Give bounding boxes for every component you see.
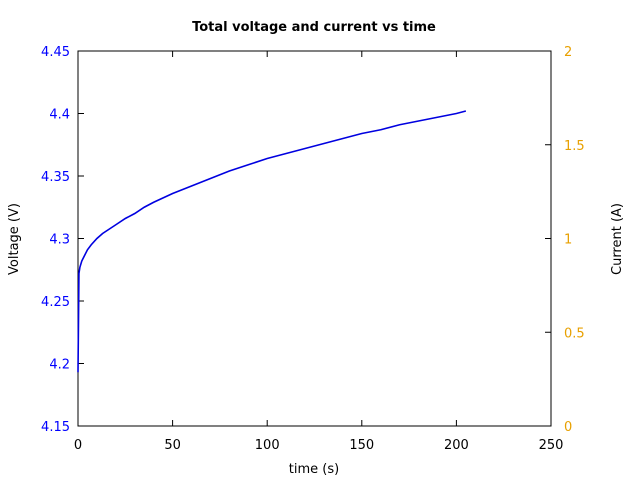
y-tick-label: 4.45 (41, 45, 70, 60)
left-axis-ticks: 4.15 4.2 4.25 4.3 4.35 4.4 4.45 (41, 45, 84, 435)
y2-tick-label: 0 (564, 420, 572, 435)
y-tick-label: 4.4 (49, 108, 70, 123)
chart-title: Total voltage and current vs time (192, 20, 436, 35)
x-axis-label: time (s) (289, 462, 339, 477)
y2-tick-label: 0.5 (564, 326, 585, 341)
y-axis-label: Voltage (V) (7, 203, 22, 275)
y-tick-label: 4.25 (41, 295, 70, 310)
y-tick-label: 4.35 (41, 170, 70, 185)
x-axis-ticks: 0 50 100 150 200 250 (74, 51, 564, 453)
y2-tick-label: 1 (564, 233, 572, 248)
x-tick-label: 0 (74, 438, 82, 453)
voltage-series-line (77, 110, 467, 373)
x-tick-label: 200 (444, 438, 469, 453)
y-tick-label: 4.2 (49, 358, 70, 373)
y2-tick-label: 1.5 (564, 139, 585, 154)
right-axis-ticks: 0 0.5 1 1.5 2 (545, 45, 585, 435)
y2-axis-label: Current (A) (610, 203, 625, 275)
y-tick-label: 4.3 (49, 233, 70, 248)
plot-frame (77, 50, 552, 427)
x-tick-label: 250 (539, 438, 564, 453)
x-tick-label: 50 (164, 438, 181, 453)
x-tick-label: 150 (349, 438, 374, 453)
y-tick-label: 4.15 (41, 420, 70, 435)
x-tick-label: 100 (255, 438, 280, 453)
y2-tick-label: 2 (564, 45, 572, 60)
